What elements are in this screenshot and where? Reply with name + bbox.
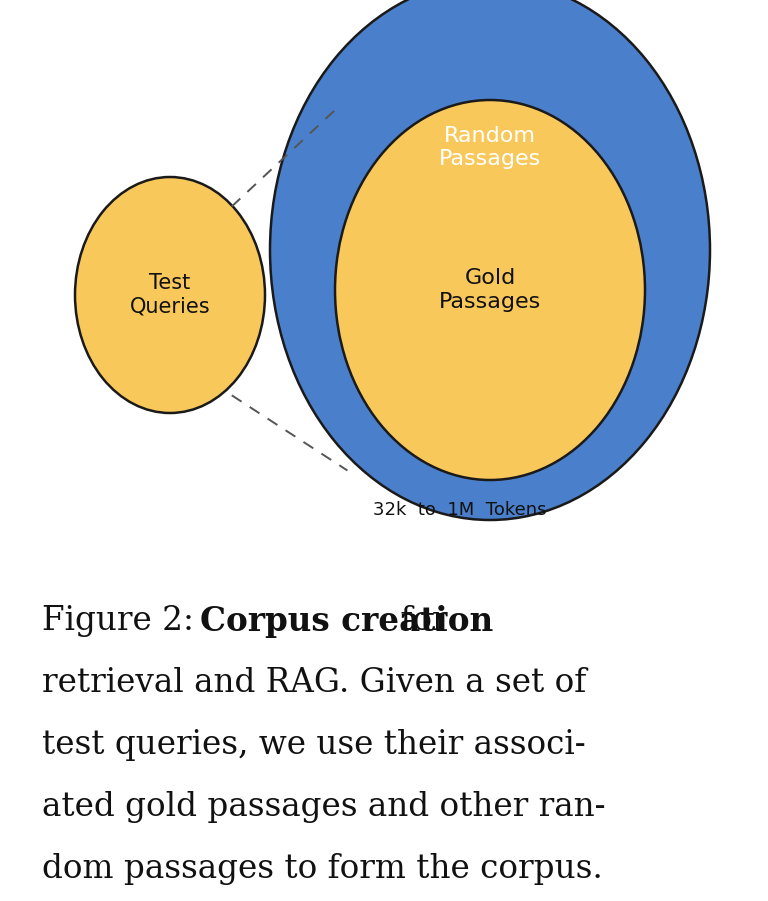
Ellipse shape [75, 177, 265, 413]
Text: retrieval and RAG. Given a set of: retrieval and RAG. Given a set of [42, 667, 587, 699]
Text: dom passages to form the corpus.: dom passages to form the corpus. [42, 853, 603, 885]
Text: Random
Passages: Random Passages [439, 126, 541, 169]
Text: Gold
Passages: Gold Passages [439, 268, 541, 312]
Text: for: for [390, 605, 448, 637]
Text: ated gold passages and other ran-: ated gold passages and other ran- [42, 791, 606, 823]
Ellipse shape [270, 0, 710, 520]
Text: 32k  to  1M  Tokens: 32k to 1M Tokens [373, 501, 547, 519]
Ellipse shape [335, 100, 645, 480]
Text: test queries, we use their associ-: test queries, we use their associ- [42, 729, 586, 761]
Text: Corpus creation: Corpus creation [200, 605, 493, 638]
Text: Test
Queries: Test Queries [130, 273, 210, 316]
Text: Figure 2:: Figure 2: [42, 605, 236, 637]
